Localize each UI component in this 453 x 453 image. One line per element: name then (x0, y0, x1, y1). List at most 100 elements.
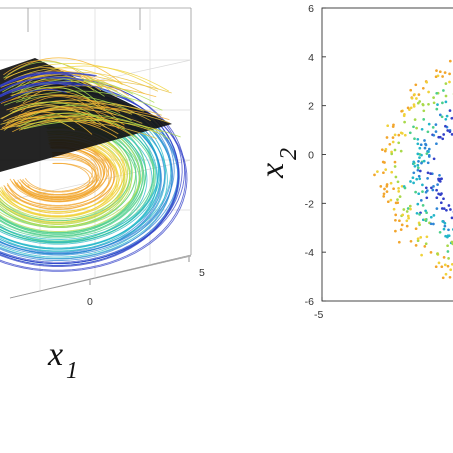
scatter-point (396, 180, 400, 184)
scatter-point (406, 106, 410, 110)
scatter-point (409, 106, 413, 110)
scatter-point (399, 149, 403, 153)
scatter-point (436, 74, 440, 78)
scatter-point (412, 181, 415, 185)
scatter-point (427, 147, 431, 151)
scatter-point (407, 216, 410, 220)
x2-axis-label-subscript: 2 (276, 148, 302, 160)
scatter-point (403, 133, 407, 137)
trajectory-streak (17, 86, 91, 100)
scatter-point (398, 219, 401, 223)
scatter-point (393, 165, 397, 168)
scatter-point (437, 179, 441, 182)
trajectory-streak (16, 94, 135, 114)
scatter-point (431, 188, 435, 192)
scatter-point (435, 142, 438, 146)
scatter-point (441, 137, 445, 141)
trajectory-streak (5, 63, 159, 90)
scatter-point (422, 109, 426, 113)
scatter-point (405, 219, 409, 223)
scatter-point (397, 240, 401, 244)
scatter-point (448, 275, 452, 279)
scatter-point (435, 207, 439, 210)
scatter-point (439, 201, 443, 205)
scatter-point (379, 185, 383, 188)
scatter-point (400, 109, 403, 113)
scatter-point (397, 187, 400, 190)
scatter-point (432, 96, 435, 99)
scatter-point (438, 113, 442, 117)
trajectory-streak (0, 72, 96, 87)
scatter-point (425, 152, 429, 155)
scatter-point (391, 136, 395, 139)
scatter-point (384, 168, 388, 171)
scatter-point (400, 223, 404, 227)
scatter-point (403, 112, 406, 116)
scatter-point (442, 256, 446, 259)
scatter-point (383, 161, 386, 164)
scatter-point (414, 190, 417, 194)
scatter-point (424, 242, 428, 246)
scatter-point (410, 96, 414, 100)
scatter-point (421, 218, 425, 222)
scatter-point (448, 72, 451, 76)
scatter-x-tick-label: -5 (314, 309, 323, 321)
trajectory-streak (0, 93, 121, 114)
scatter-point (426, 177, 429, 180)
scatter-point (382, 171, 385, 175)
scatter-point (426, 130, 430, 134)
scatter-point (417, 174, 421, 178)
x2-tick-label: 2 (308, 101, 314, 113)
trajectory-streak (9, 95, 119, 121)
scatter-point (437, 261, 441, 265)
scatter-point (450, 133, 453, 136)
trajectory-streak (10, 85, 157, 98)
scatter-point (444, 124, 447, 128)
scatter-point (409, 239, 413, 243)
scatter-point (389, 198, 393, 202)
scatter-point (421, 190, 424, 193)
scatter-point (444, 100, 448, 104)
scatter-point (423, 139, 426, 142)
scatter-point (425, 196, 429, 200)
x2-axis-label: x (254, 163, 291, 179)
scatter-point (441, 276, 445, 280)
scatter-point (382, 195, 386, 198)
scatter-point (405, 224, 409, 228)
scatter-point (416, 152, 420, 156)
scatter-point (447, 257, 450, 260)
scatter-point (427, 102, 430, 106)
scatter-point (450, 262, 453, 266)
scatter-point (443, 71, 447, 74)
trajectory-streak (3, 90, 163, 111)
scatter-point (415, 211, 419, 215)
scatter-point (435, 107, 439, 111)
scatter-point (447, 204, 451, 207)
scatter-point (432, 214, 436, 217)
scatter-point (422, 118, 426, 121)
trajectory-streak (18, 112, 138, 140)
scatter-point (416, 168, 420, 172)
scatter-point (446, 244, 449, 248)
scatter-point (432, 133, 436, 137)
scatter-point (425, 235, 429, 239)
scatter-point (380, 148, 384, 152)
scatter-point (435, 188, 438, 192)
trajectory-streak (20, 104, 132, 123)
scatter-point (392, 207, 396, 211)
scatter-point (450, 116, 453, 120)
trajectory-line (24, 152, 93, 192)
scatter-point (421, 183, 424, 187)
scatter-point (444, 272, 448, 276)
scatter-points (373, 59, 453, 280)
trajectory-streak (9, 116, 101, 128)
scatter-point (397, 141, 401, 145)
scatter-point (448, 130, 452, 134)
scatter-point (418, 213, 421, 216)
scatter-point (409, 88, 413, 92)
scatter-point (424, 219, 428, 223)
scatter-point (413, 93, 416, 96)
scatter-point (420, 253, 423, 257)
scatter-point (405, 210, 409, 213)
scatter-point (416, 137, 420, 141)
